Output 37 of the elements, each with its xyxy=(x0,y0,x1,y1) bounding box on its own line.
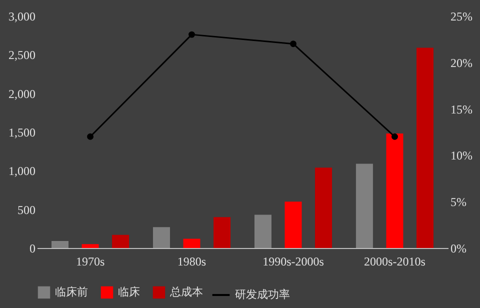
y2-tick-label: 5% xyxy=(450,195,466,210)
x-tick-label: 2000s-2010s xyxy=(364,254,426,268)
bar xyxy=(52,241,69,248)
point xyxy=(290,40,296,48)
bar xyxy=(152,227,170,248)
y-tick-label: 2,500 xyxy=(8,48,36,62)
y-tick-label: 2,000 xyxy=(8,86,36,101)
bar xyxy=(112,234,130,248)
y2-tick-label: 25% xyxy=(450,10,472,24)
point xyxy=(188,31,195,38)
y2-tick-label: 20% xyxy=(450,56,472,70)
y-tick-label: 3,000 xyxy=(8,10,36,24)
y2-tick-label: 10% xyxy=(450,148,472,163)
bar xyxy=(82,244,99,248)
point xyxy=(87,133,94,140)
legend-label: 总成本 xyxy=(169,285,203,298)
point xyxy=(391,133,398,140)
x-tick-label: 1970s xyxy=(76,254,105,268)
y-tick-label: 1,000 xyxy=(8,164,36,178)
y-tick-label: 500 xyxy=(18,202,36,217)
bar xyxy=(254,214,272,248)
y2-tick-label: 0% xyxy=(450,242,466,256)
bar xyxy=(356,164,373,248)
x-tick-label: 1980s xyxy=(177,254,206,268)
y2-tick-label: 15% xyxy=(450,102,472,116)
legend-label: 临床 xyxy=(118,285,140,298)
bar xyxy=(183,238,200,248)
y-tick-label: 0 xyxy=(30,242,36,256)
bar xyxy=(386,134,404,248)
legend-label: 临床前 xyxy=(55,285,88,298)
bar xyxy=(214,217,231,248)
legend-label: 研发成功率 xyxy=(235,288,290,301)
y-tick-label: 1,500 xyxy=(8,126,36,140)
x-tick-label: 1990s-2000s xyxy=(262,254,324,268)
bar xyxy=(416,48,434,248)
bar xyxy=(315,168,332,248)
bar xyxy=(284,202,302,248)
